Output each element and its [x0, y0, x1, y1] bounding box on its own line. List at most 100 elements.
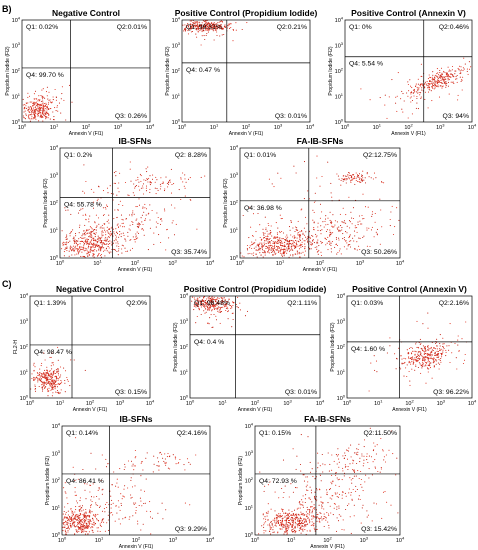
x-tick-label: 104	[468, 399, 477, 408]
event-dot	[306, 484, 308, 486]
event-dot	[33, 117, 35, 119]
event-dot	[411, 87, 413, 89]
event-dot	[280, 247, 282, 249]
event-dot	[251, 253, 253, 255]
tick-exponent: 1	[251, 503, 254, 508]
event-dot	[412, 358, 414, 360]
event-dot	[414, 359, 416, 361]
event-dot	[292, 524, 294, 527]
event-dot	[259, 471, 261, 473]
event-dot	[367, 461, 369, 464]
event-dot	[294, 230, 296, 233]
event-dot	[354, 235, 356, 237]
event-dot	[197, 29, 199, 31]
event-dot	[72, 249, 74, 251]
event-dot	[131, 221, 133, 223]
event-dot	[52, 388, 54, 391]
event-dot	[366, 245, 368, 247]
event-dot	[278, 246, 280, 248]
event-dot	[75, 235, 77, 237]
event-dot	[149, 204, 151, 206]
event-dot	[41, 386, 43, 388]
x-tick-label: 103	[114, 123, 123, 132]
event-dot	[267, 222, 269, 225]
event-dot	[81, 521, 83, 524]
event-dot	[363, 217, 365, 220]
event-dot	[411, 99, 414, 102]
event-dot	[76, 520, 78, 522]
event-dot	[83, 164, 85, 166]
tick-base: 10	[218, 401, 224, 407]
event-dot	[386, 501, 388, 503]
event-dot	[275, 236, 277, 239]
event-dot	[270, 533, 272, 535]
tick-base: 10	[236, 261, 242, 267]
event-dot	[294, 239, 297, 242]
event-dot	[295, 468, 297, 470]
event-dot	[440, 79, 442, 81]
event-dot	[361, 453, 363, 455]
event-dot	[78, 518, 80, 520]
event-dot	[74, 491, 76, 493]
event-dot	[93, 253, 95, 255]
event-dot	[299, 245, 301, 247]
quadrant-label: Q2:0.21%	[277, 24, 307, 31]
event-dot	[325, 517, 327, 519]
event-dot	[302, 530, 304, 532]
event-dot	[184, 174, 186, 176]
event-dot	[196, 29, 198, 31]
event-dot	[227, 300, 229, 303]
event-dot	[356, 462, 358, 465]
event-dot	[169, 468, 171, 470]
event-dot	[108, 222, 110, 224]
y-axis-label: Propidium Iodide (Fl2)	[328, 46, 334, 96]
event-dot	[74, 511, 76, 513]
event-dot	[449, 361, 451, 364]
event-dot	[266, 245, 268, 247]
event-dot	[337, 479, 339, 481]
event-dot	[337, 454, 339, 456]
event-dot	[402, 362, 404, 364]
event-dot	[206, 300, 209, 302]
event-dot	[300, 511, 302, 513]
event-dot	[30, 388, 32, 390]
event-dot	[395, 368, 397, 370]
y-axis-label: Propidium Iodide (Fl2)	[165, 46, 171, 96]
event-dot	[77, 514, 79, 516]
event-dot	[95, 502, 97, 504]
event-dot	[402, 93, 404, 95]
event-dot	[441, 356, 443, 358]
event-dot	[211, 301, 213, 303]
event-dot	[270, 508, 272, 510]
event-dot	[90, 242, 92, 244]
event-dot	[267, 503, 269, 505]
event-dot	[73, 524, 75, 526]
event-dot	[388, 449, 390, 451]
event-dot	[414, 353, 416, 355]
event-dot	[161, 453, 163, 455]
event-dot	[66, 241, 68, 243]
event-dot	[308, 497, 310, 499]
event-dot	[274, 241, 277, 243]
event-dot	[462, 76, 464, 78]
event-dot	[213, 313, 215, 316]
event-dot	[190, 26, 192, 28]
event-dot	[264, 232, 266, 234]
event-dot	[317, 253, 319, 255]
event-dot	[62, 522, 64, 524]
event-dot	[206, 305, 208, 307]
event-dot	[313, 227, 315, 229]
event-dot	[45, 106, 47, 108]
event-dot	[273, 237, 275, 239]
event-dot	[427, 371, 429, 373]
event-dot	[90, 499, 92, 501]
event-dot	[76, 529, 78, 531]
tick-base: 10	[245, 479, 251, 485]
event-dot	[440, 75, 442, 77]
event-dot	[52, 99, 54, 101]
event-dot	[296, 516, 298, 519]
event-dot	[306, 524, 308, 526]
event-dot	[350, 211, 352, 213]
event-dot	[47, 112, 49, 114]
event-dot	[122, 219, 124, 221]
